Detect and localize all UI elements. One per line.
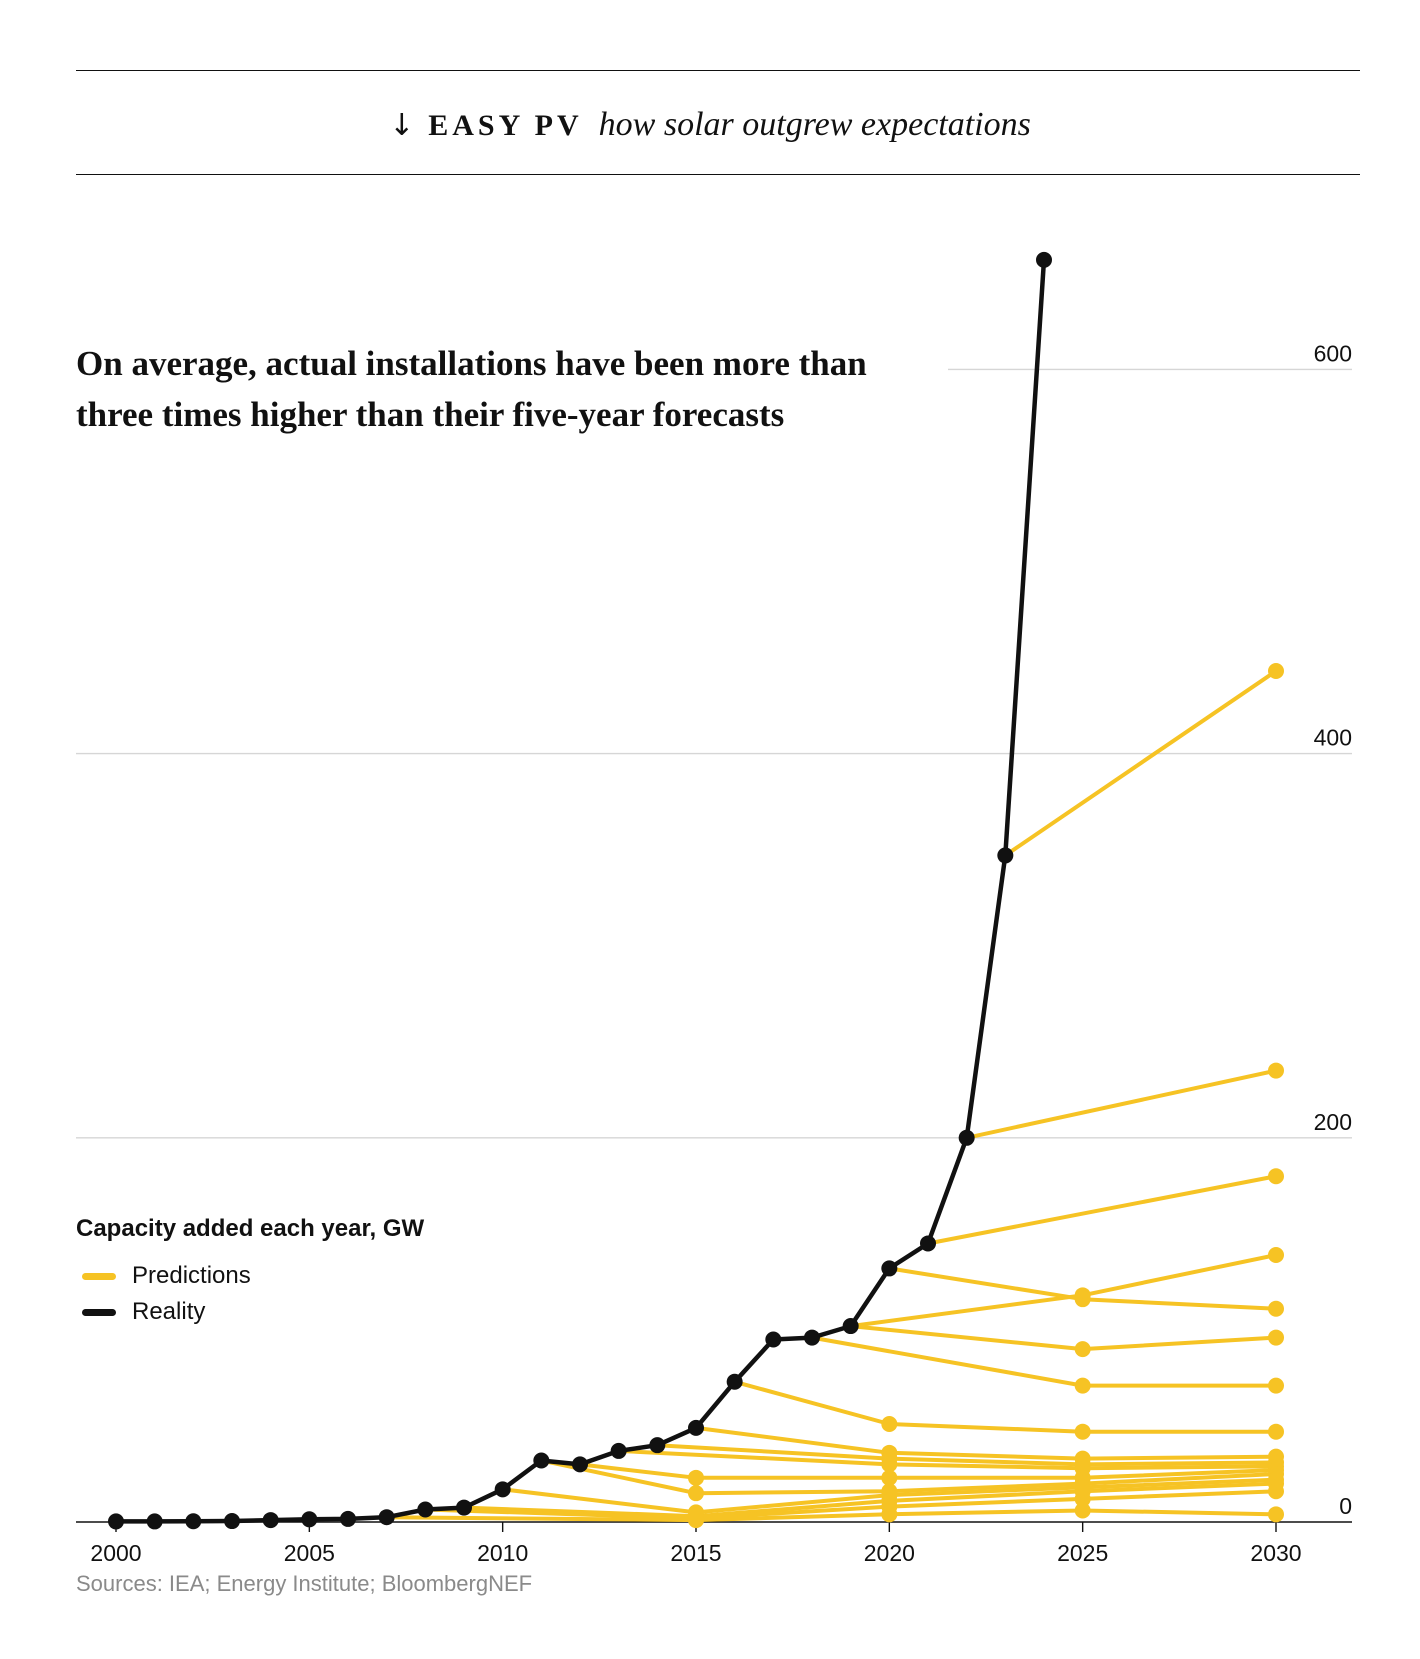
reality-point — [262, 1512, 279, 1529]
prediction-point — [1268, 1506, 1284, 1523]
prediction-point — [1074, 1341, 1091, 1358]
reality-point — [958, 1129, 975, 1146]
prediction-point — [1074, 1502, 1091, 1519]
chart-header: ↓ EASY PV how solar outgrew expectations — [0, 100, 1420, 150]
prediction-point — [1268, 1168, 1284, 1185]
x-axis-ticks: 2000 2005 2010 2015 2020 2025 2030 — [90, 1522, 1302, 1566]
reality-point — [378, 1509, 395, 1526]
y-axis-ticks: 0 200 400 600 — [1314, 340, 1352, 1519]
prediction-point — [688, 1512, 704, 1529]
reality-point — [649, 1437, 666, 1454]
chart-subtitle: how solar outgrew expectations — [598, 106, 1031, 143]
reality-point — [301, 1511, 318, 1528]
reality-point — [726, 1373, 743, 1390]
prediction-line — [848, 1324, 1278, 1352]
reality-point — [804, 1329, 820, 1346]
prediction-point — [688, 1469, 704, 1486]
x-tick-label: 2020 — [864, 1540, 915, 1566]
y-tick-label: 600 — [1314, 340, 1352, 366]
prediction-line — [732, 1379, 1278, 1434]
reality-series — [108, 251, 1052, 1530]
prediction-point — [1074, 1490, 1091, 1507]
prediction-point — [1268, 1329, 1284, 1346]
x-tick-label: 2000 — [90, 1540, 141, 1566]
reality-point — [920, 1235, 936, 1252]
chart-headline: On average, actual installations have be… — [76, 344, 867, 434]
predictions-series — [384, 662, 1284, 1529]
down-arrow-icon: ↓ — [389, 108, 415, 143]
prediction-point — [1268, 1377, 1284, 1394]
legend-item-predictions: Predictions — [76, 1258, 424, 1294]
prediction-point — [1268, 1062, 1284, 1079]
prediction-point — [688, 1485, 704, 1502]
y-tick-label: 0 — [1339, 1493, 1352, 1519]
prediction-point — [1268, 1423, 1284, 1440]
prediction-line — [848, 1253, 1278, 1329]
prediction-point — [881, 1469, 898, 1486]
reality-point — [417, 1501, 434, 1518]
prediction-point — [881, 1416, 898, 1433]
prediction-line — [616, 1448, 1278, 1471]
header-bottom-rule — [76, 174, 1360, 175]
reality-point — [340, 1510, 356, 1527]
reality-point — [185, 1513, 202, 1530]
reality-point — [842, 1318, 859, 1335]
prediction-point — [1268, 1483, 1284, 1500]
reality-point — [456, 1499, 472, 1516]
reality-point — [688, 1419, 704, 1436]
x-tick-label: 2030 — [1250, 1540, 1301, 1566]
x-tick-label: 2010 — [477, 1540, 528, 1566]
prediction-point — [1268, 1246, 1284, 1263]
reality-point — [533, 1452, 550, 1469]
reality-point — [881, 1260, 898, 1277]
predictions-swatch — [82, 1272, 116, 1280]
reality-point — [224, 1513, 240, 1530]
x-tick-label: 2015 — [670, 1540, 721, 1566]
reality-point — [997, 847, 1014, 864]
prediction-point — [1074, 1423, 1091, 1440]
prediction-line — [926, 1174, 1278, 1246]
prediction-point — [881, 1506, 898, 1523]
prediction-point — [1074, 1377, 1091, 1394]
reality-point — [572, 1456, 588, 1473]
legend-title: Capacity added each year, GW — [76, 1215, 425, 1242]
prediction-point — [1074, 1287, 1091, 1304]
prediction-point — [1268, 1300, 1284, 1317]
reality-point — [765, 1331, 782, 1348]
reality-point — [108, 1513, 124, 1530]
prediction-line — [655, 1443, 1278, 1467]
prediction-point — [881, 1456, 898, 1473]
reality-point — [610, 1442, 627, 1459]
reality-point — [1036, 251, 1052, 268]
chart-kicker: EASY PV — [428, 109, 583, 142]
prediction-point — [1268, 662, 1284, 679]
source-note: Sources: IEA; Energy Institute; Bloomber… — [76, 1571, 533, 1596]
x-tick-label: 2005 — [284, 1540, 335, 1566]
reality-point — [146, 1513, 163, 1530]
legend-label-reality: Reality — [132, 1298, 206, 1325]
reality-swatch — [82, 1308, 116, 1316]
y-tick-label: 200 — [1314, 1109, 1352, 1135]
gridlines — [76, 368, 1352, 1523]
legend-label-predictions: Predictions — [132, 1262, 251, 1289]
prediction-line — [1003, 669, 1278, 858]
prediction-line — [694, 1425, 1278, 1461]
legend-item-reality: Reality — [76, 1294, 424, 1330]
top-rule — [76, 70, 1360, 71]
legend: Capacity added each year, GW Predictions… — [76, 1214, 424, 1330]
reality-point — [494, 1481, 511, 1498]
y-tick-label: 400 — [1314, 725, 1352, 751]
x-tick-label: 2025 — [1057, 1540, 1108, 1566]
prediction-line — [964, 1068, 1278, 1140]
